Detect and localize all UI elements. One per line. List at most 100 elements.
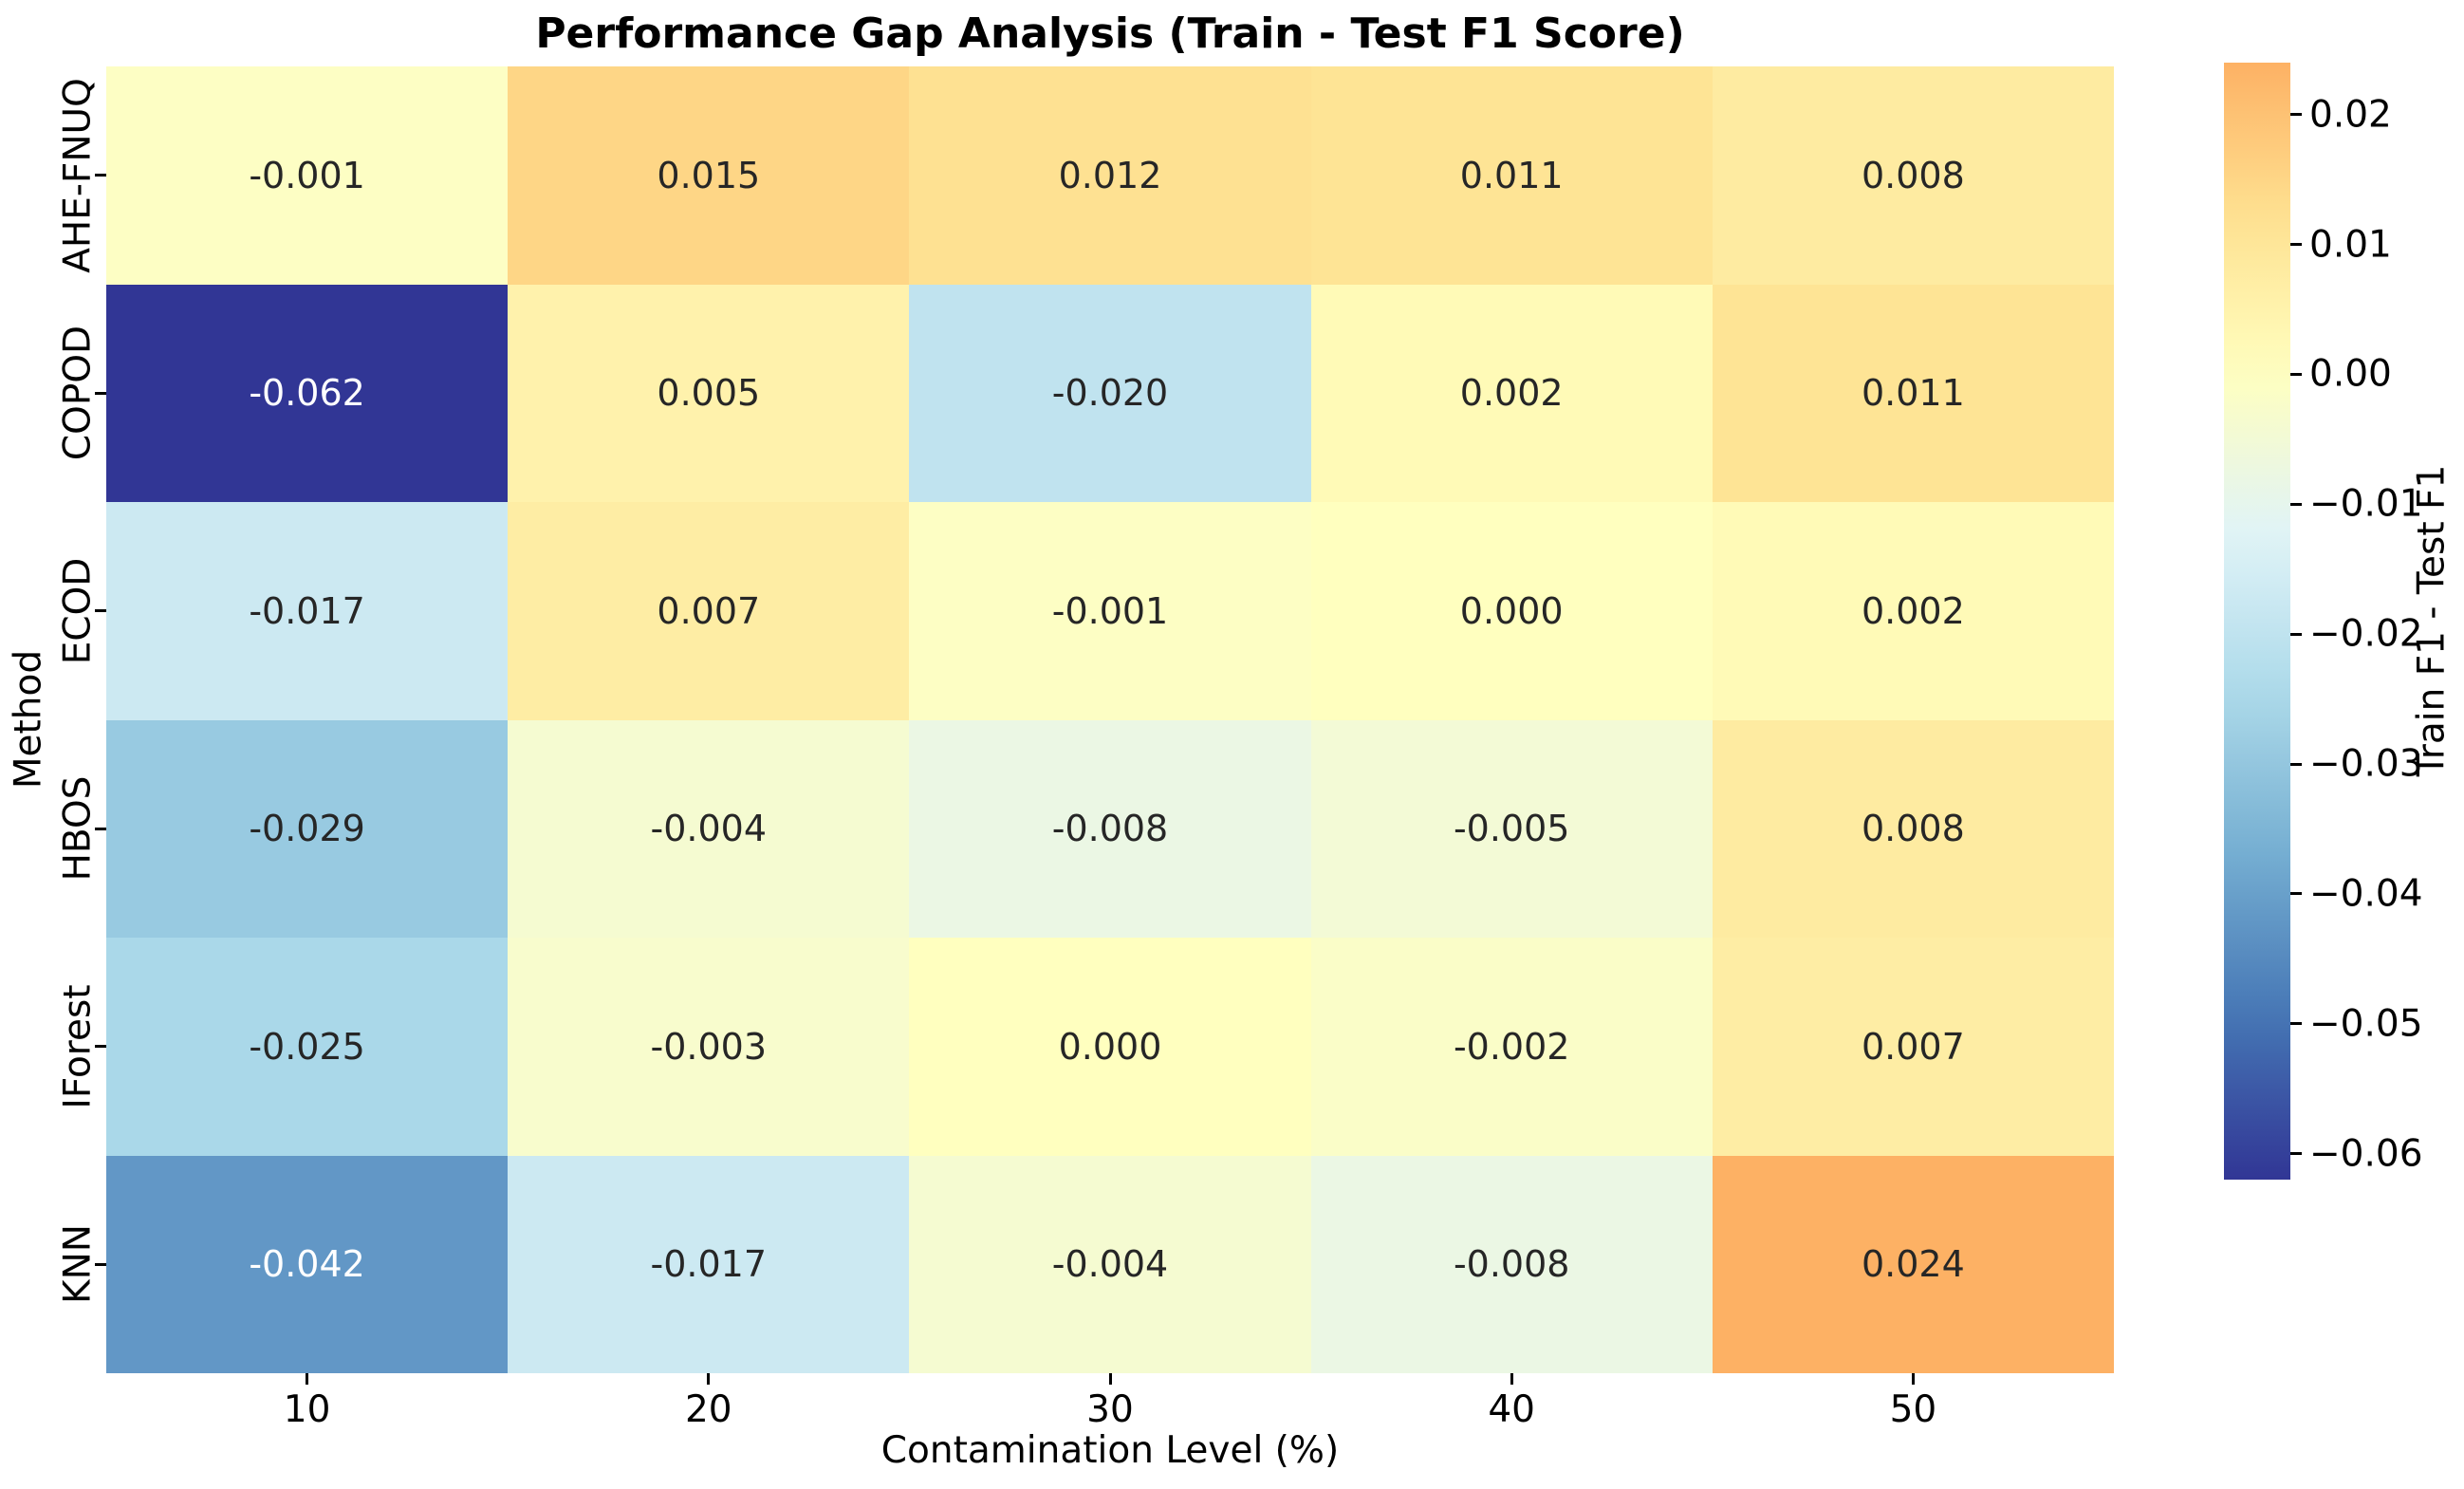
cell-value: 0.007 [1862, 1025, 1965, 1068]
colorbar-tick-label: 0.02 [2309, 93, 2392, 137]
colorbar-tick-mark [2290, 632, 2302, 636]
x-tick-label: 40 [1488, 1388, 1536, 1431]
cell-value: -0.025 [249, 1025, 365, 1068]
x-tick-mark [1108, 1373, 1112, 1385]
heatmap-cell-ECOD-30: -0.001 [909, 502, 1311, 720]
x-tick-mark [707, 1373, 711, 1385]
heatmap-cell-AHE-FNUQ-40: 0.011 [1310, 66, 1713, 285]
heatmap-cell-KNN-30: -0.004 [909, 1155, 1311, 1373]
cell-value: 0.012 [1058, 154, 1162, 196]
heatmap-cell-AHE-FNUQ-30: 0.012 [909, 66, 1311, 285]
heatmap-cell-IForest-10: -0.025 [106, 938, 509, 1156]
x-tick-mark [306, 1373, 309, 1385]
colorbar [2224, 63, 2290, 1180]
x-tick-label: 20 [684, 1388, 732, 1431]
y-tick-label: KNN [56, 1224, 100, 1305]
colorbar-tick-mark [2290, 762, 2302, 766]
cell-value: 0.011 [1459, 154, 1564, 196]
cell-value: -0.017 [249, 589, 365, 632]
heatmap-cell-HBOS-40: -0.005 [1310, 719, 1713, 938]
heatmap-cell-HBOS-10: -0.029 [106, 719, 509, 938]
colorbar-tick-mark [2290, 502, 2302, 506]
cell-value: 0.000 [1058, 1025, 1162, 1068]
heatmap-cell-COPOD-30: -0.020 [909, 284, 1311, 502]
cell-value: 0.011 [1862, 372, 1965, 415]
y-tick-mark [95, 1045, 106, 1049]
heatmap-cell-ECOD-40: 0.000 [1310, 502, 1713, 720]
y-tick-label: HBOS [56, 775, 100, 882]
colorbar-tick-mark [2290, 113, 2302, 117]
cell-value: 0.008 [1862, 808, 1965, 850]
cell-value: 0.005 [657, 372, 761, 415]
heatmap-cell-KNN-10: -0.042 [106, 1155, 509, 1373]
cell-value: 0.024 [1862, 1243, 1965, 1286]
y-tick-mark [95, 1262, 106, 1266]
heatmap-cell-IForest-20: -0.003 [508, 938, 910, 1156]
y-axis-label: Method [7, 649, 50, 790]
x-tick-label: 50 [1889, 1388, 1937, 1431]
heatmap-cell-ECOD-10: -0.017 [106, 502, 509, 720]
colorbar-tick-label: −0.04 [2309, 872, 2423, 916]
cell-value: -0.004 [650, 808, 768, 850]
x-axis-label: Contamination Level (%) [880, 1429, 1340, 1472]
colorbar-tick-label: −0.03 [2309, 742, 2423, 786]
heatmap-cell-AHE-FNUQ-50: 0.008 [1712, 66, 2114, 285]
cell-value: 0.002 [1862, 589, 1965, 632]
cell-value: -0.003 [650, 1025, 768, 1068]
y-tick-label: IForest [56, 984, 100, 1109]
heatmap-cell-HBOS-30: -0.008 [909, 719, 1311, 938]
heatmap-cell-IForest-50: 0.007 [1712, 938, 2114, 1156]
x-tick-label: 10 [283, 1388, 331, 1431]
cell-value: 0.007 [657, 589, 761, 632]
heatmap-cell-AHE-FNUQ-10: -0.001 [106, 66, 509, 285]
heatmap-cell-IForest-30: 0.000 [909, 938, 1311, 1156]
y-tick-label: ECOD [56, 557, 100, 665]
heatmap-cell-KNN-20: -0.017 [508, 1155, 910, 1373]
y-tick-mark [95, 174, 106, 177]
colorbar-tick-mark [2290, 372, 2302, 376]
y-tick-mark [95, 391, 106, 395]
colorbar-tick-label: −0.06 [2309, 1132, 2423, 1176]
chart-title: Performance Gap Analysis (Train - Test F… [535, 9, 1685, 58]
heatmap-cell-ECOD-50: 0.002 [1712, 502, 2114, 720]
heatmap-cell-COPOD-40: 0.002 [1310, 284, 1713, 502]
heatmap-cell-COPOD-10: -0.062 [106, 284, 509, 502]
x-tick-mark [1911, 1373, 1915, 1385]
colorbar-tick-label: −0.02 [2309, 612, 2423, 656]
colorbar-tick-mark [2290, 1152, 2302, 1156]
y-tick-label: COPOD [56, 326, 100, 461]
cell-value: -0.029 [249, 808, 365, 850]
colorbar-tick-label: −0.05 [2309, 1002, 2423, 1046]
y-tick-mark [95, 827, 106, 830]
heatmap-cell-AHE-FNUQ-20: 0.015 [508, 66, 910, 285]
colorbar-tick-mark [2290, 243, 2302, 247]
cell-value: 0.015 [657, 154, 761, 196]
cell-value: -0.005 [1453, 808, 1570, 850]
cell-value: -0.001 [249, 154, 365, 196]
cell-value: -0.062 [249, 372, 365, 415]
cell-value: -0.002 [1453, 1025, 1570, 1068]
heatmap-cell-KNN-40: -0.008 [1310, 1155, 1713, 1373]
colorbar-tick-label: 0.00 [2309, 352, 2392, 396]
heatmap-cell-COPOD-20: 0.005 [508, 284, 910, 502]
cell-value: -0.017 [650, 1243, 768, 1286]
cell-value: -0.008 [1453, 1243, 1570, 1286]
heatmap-cell-HBOS-20: -0.004 [508, 719, 910, 938]
cell-value: -0.004 [1051, 1243, 1169, 1286]
cell-value: 0.002 [1459, 372, 1564, 415]
x-tick-mark [1510, 1373, 1513, 1385]
y-tick-label: AHE-FNUQ [56, 77, 100, 273]
x-tick-label: 30 [1086, 1388, 1134, 1431]
heatmap-cell-KNN-50: 0.024 [1712, 1155, 2114, 1373]
colorbar-tick-label: −0.01 [2309, 482, 2423, 526]
heatmap-cell-ECOD-20: 0.007 [508, 502, 910, 720]
heatmap-cell-COPOD-50: 0.011 [1712, 284, 2114, 502]
cell-value: -0.042 [249, 1243, 365, 1286]
colorbar-tick-mark [2290, 892, 2302, 896]
y-tick-mark [95, 609, 106, 613]
cell-value: -0.008 [1051, 808, 1169, 850]
cell-value: 0.008 [1862, 154, 1965, 196]
heatmap-cell-IForest-40: -0.002 [1310, 938, 1713, 1156]
cell-value: 0.000 [1459, 589, 1564, 632]
